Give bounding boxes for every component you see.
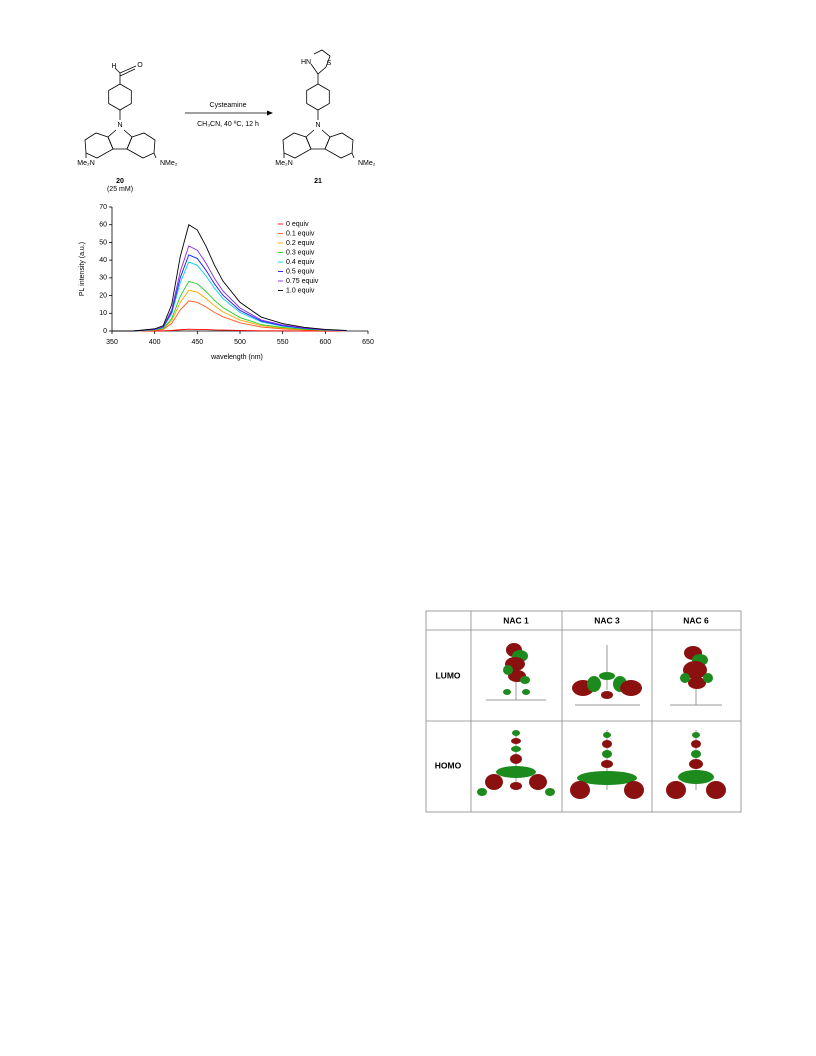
row-header: LUMO: [435, 670, 460, 680]
reagent: Cysteamine: [210, 102, 247, 109]
y-tick-label: 30: [99, 275, 107, 282]
legend-label: 0.75 equiv: [286, 278, 319, 285]
legend-label: 0.5 equiv: [286, 268, 315, 275]
y-tick-label: 40: [99, 257, 107, 264]
legend-label: 0.2 equiv: [286, 240, 315, 247]
x-tick-label: 550: [277, 339, 289, 346]
y-tick-label: 0: [103, 328, 107, 335]
x-tick-label: 400: [149, 339, 161, 346]
x-tick-label: 600: [319, 339, 331, 346]
product-structure: [282, 49, 355, 159]
atom-label: N: [117, 122, 122, 129]
spectrum-line: [112, 328, 347, 332]
compound-number: 20: [116, 178, 124, 185]
atom-label: O: [137, 62, 143, 69]
y-axis-label: PL intensity (a.u.): [79, 242, 86, 296]
legend-label: 0.3 equiv: [286, 249, 315, 256]
column-header: NAC 6: [683, 615, 709, 625]
spectrum-line: [112, 289, 347, 332]
spectrum-line: [112, 224, 347, 332]
y-tick-label: 10: [99, 310, 107, 317]
x-tick-label: 650: [362, 339, 374, 346]
atom-label: Me₂N: [77, 160, 95, 167]
compound-note: (25 mM): [107, 186, 133, 193]
compound-number: 21: [314, 178, 322, 185]
column-header: NAC 3: [594, 615, 620, 625]
legend-label: 1.0 equiv: [286, 287, 315, 294]
atom-label: NMe₂: [358, 160, 376, 167]
atom-label: N: [315, 122, 320, 129]
x-tick-label: 350: [106, 339, 118, 346]
x-axis-label: wavelength (nm): [210, 354, 263, 361]
orbital-table: [425, 610, 742, 813]
pl-chart: 0 10 20 30 40 50 60 70 350 400 450 500 550 600 650 0 eq…: [99, 204, 374, 346]
orbital-images: [477, 643, 726, 799]
atom-label: S: [327, 60, 332, 67]
atom-label: HN: [301, 59, 311, 66]
legend-label: 0.1 equiv: [286, 230, 315, 237]
arrow-head: [267, 110, 273, 116]
y-tick-label: 60: [99, 222, 107, 229]
atom-label: NMe₂: [160, 160, 178, 167]
y-tick-label: 70: [99, 204, 107, 211]
x-tick-label: 500: [234, 339, 246, 346]
spectrum-line: [112, 245, 347, 332]
conditions: CH₃CN, 40 ºC, 12 h: [197, 121, 259, 128]
atom-label: H: [111, 63, 116, 70]
atom-label: Me₂N: [275, 160, 293, 167]
legend-label: 0.4 equiv: [286, 259, 315, 266]
reactant-structure: [84, 65, 157, 159]
spectrum-line: [112, 300, 347, 332]
y-tick-label: 50: [99, 239, 107, 246]
x-tick-label: 450: [191, 339, 203, 346]
row-header: HOMO: [435, 760, 462, 770]
y-tick-label: 20: [99, 292, 107, 299]
column-header: NAC 1: [503, 615, 529, 625]
legend-label: 0 equiv: [286, 221, 309, 228]
spectrum-line: [112, 280, 347, 332]
